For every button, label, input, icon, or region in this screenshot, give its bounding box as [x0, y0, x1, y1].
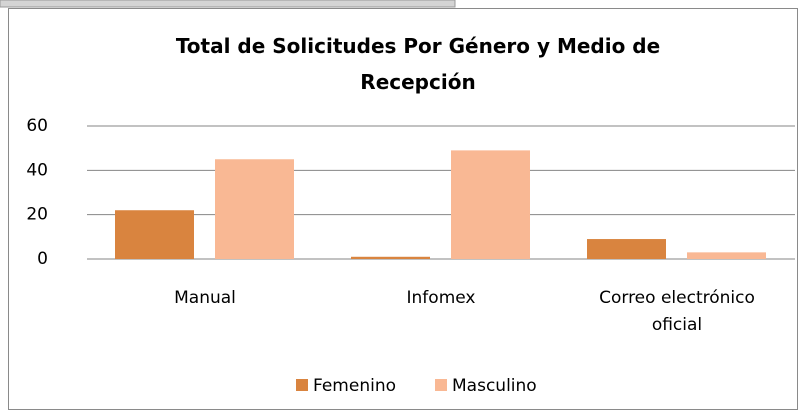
- bar: [451, 150, 530, 259]
- y-tick-label: 40: [26, 160, 48, 180]
- bar: [215, 159, 294, 259]
- x-tick-label: Correo electrónico oficial: [599, 288, 755, 335]
- y-tick-label: 0: [37, 249, 48, 269]
- bar: [687, 252, 766, 259]
- bar: [351, 256, 430, 259]
- legend-swatch: [296, 379, 308, 391]
- x-tick-label: Manual: [174, 288, 236, 308]
- bar: [587, 239, 666, 259]
- legend-label: Masculino: [452, 376, 537, 396]
- legend-swatch: [435, 379, 447, 391]
- y-tick-label: 60: [26, 116, 48, 136]
- chart-title: Total de Solicitudes Por Género y Medio …: [176, 34, 660, 94]
- chart-frame: [8, 8, 798, 410]
- window-strip: [0, 0, 456, 8]
- bar: [115, 210, 194, 259]
- legend-label: Femenino: [313, 376, 396, 396]
- x-tick-label: Infomex: [407, 288, 476, 308]
- y-tick-label: 20: [26, 205, 48, 225]
